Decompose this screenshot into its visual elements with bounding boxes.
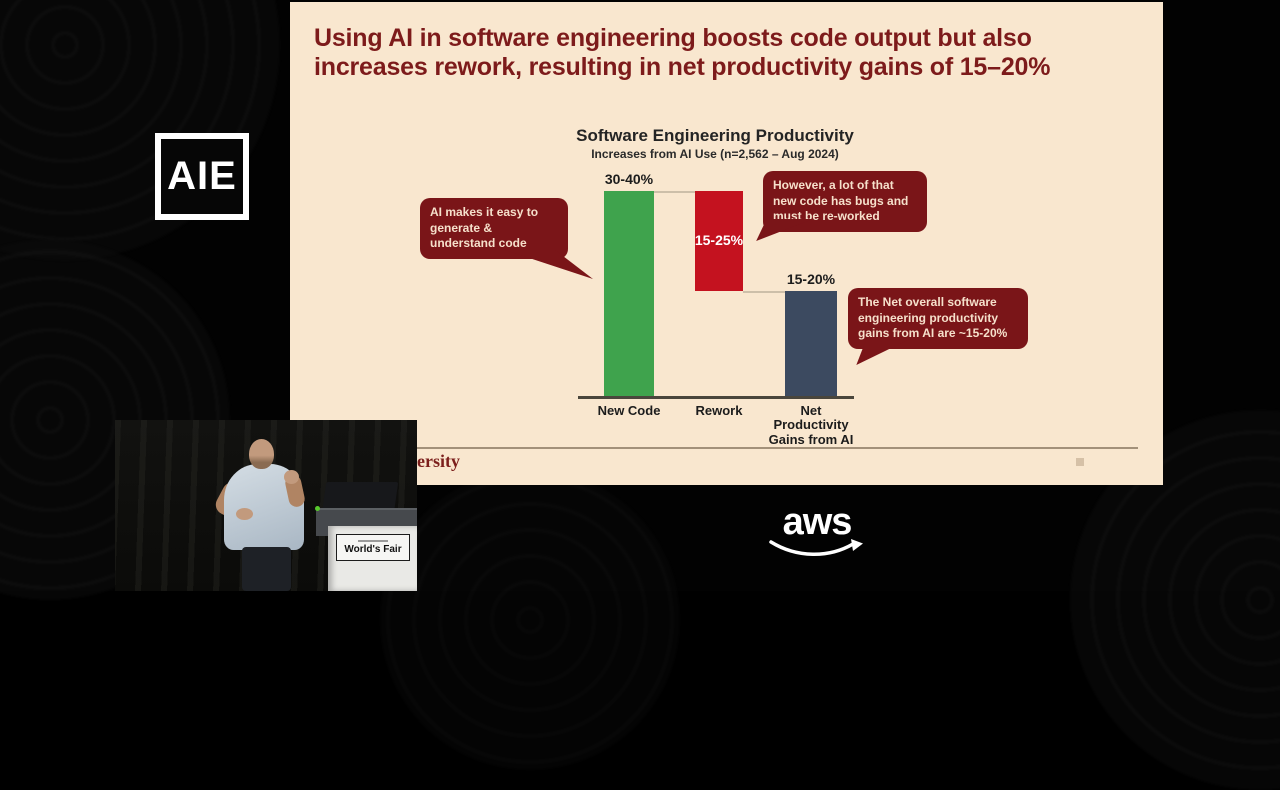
background-ripple xyxy=(0,0,280,260)
callout-rework: However, a lot of that new code has bugs… xyxy=(763,171,927,232)
podium-label: World's Fair xyxy=(344,544,402,555)
bar-net-gains xyxy=(785,290,837,396)
aws-wordmark: aws xyxy=(782,501,853,543)
footer-attribution-text: ersity xyxy=(417,451,460,471)
chart-subtitle: Increases from AI Use (n=2,562 – Aug 202… xyxy=(591,147,839,161)
aws-logo: aws xyxy=(762,503,872,575)
podium: World's Fair xyxy=(310,480,417,591)
chart-title: Software Engineering Productivity xyxy=(576,126,854,145)
podium-smallprint xyxy=(358,540,388,542)
presenter-left-hand xyxy=(236,508,253,520)
bar-rework xyxy=(695,191,743,291)
callout-new-code-text: AI makes it easy to generate & understan… xyxy=(430,205,539,251)
connector-line xyxy=(654,191,695,194)
presenter-head xyxy=(249,439,274,469)
podium-label-box: World's Fair xyxy=(336,534,410,561)
presenter-right-hand xyxy=(284,470,299,484)
category-label: Net Productivity Gains from AI xyxy=(768,403,854,447)
bar-value-label: 30-40% xyxy=(604,171,654,188)
connector-line xyxy=(743,290,785,293)
slide-number-marker xyxy=(1076,458,1084,466)
presenter-webcam-overlay: World's Fair xyxy=(115,420,417,591)
presenter-legs xyxy=(242,547,291,591)
background-ripple xyxy=(380,470,680,770)
aie-logo: AIE xyxy=(155,133,249,220)
x-axis-baseline xyxy=(578,396,854,399)
aws-smile-arrow-icon xyxy=(769,539,863,556)
slide-title: Using AI in software engineering boosts … xyxy=(314,24,1051,81)
bar-new-code xyxy=(604,191,654,396)
podium-led-light xyxy=(315,506,320,511)
presentation-slide: Using AI in software engineering boosts … xyxy=(290,2,1163,485)
waterfall-plot: 30-40% New Code 15-25% Rework 15-20% Net Prod… xyxy=(290,2,1163,485)
callout-net-gains-text: The Net overall software engineering pro… xyxy=(858,295,1008,341)
callout-new-code: AI makes it easy to generate & understan… xyxy=(420,198,568,259)
aie-logo-text: AIE xyxy=(167,154,237,198)
category-label: Rework xyxy=(695,403,743,418)
podium-front-panel: World's Fair xyxy=(328,526,417,591)
bar-value-label: 15-25% xyxy=(694,231,744,248)
callout-rework-text: However, a lot of that new code has bugs… xyxy=(773,178,909,224)
footer-divider xyxy=(385,447,1138,449)
bar-value-label: 15-20% xyxy=(786,270,836,287)
category-label: New Code xyxy=(597,403,661,418)
